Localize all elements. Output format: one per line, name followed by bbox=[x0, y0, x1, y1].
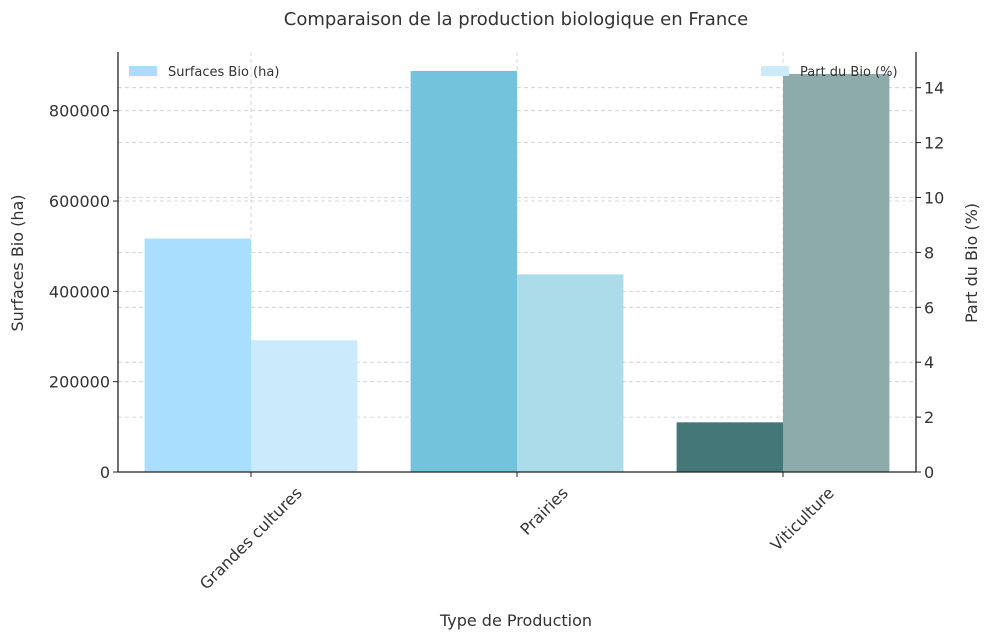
bars bbox=[144, 70, 890, 472]
legend-right: Part du Bio (%) bbox=[761, 65, 898, 80]
legend-swatch-surfaces bbox=[129, 66, 157, 76]
y-tick-label: 600000 bbox=[49, 192, 110, 211]
x-tick-label: Prairies bbox=[516, 483, 571, 538]
y-tick-label: 800000 bbox=[49, 102, 110, 121]
y2-tick-label: 8 bbox=[924, 243, 934, 262]
y2-tick-label: 4 bbox=[924, 353, 934, 372]
legend-swatch-part bbox=[761, 66, 789, 76]
y2-tick-label: 12 bbox=[924, 134, 944, 153]
y2-tick-label: 14 bbox=[924, 79, 944, 98]
x-axis-label: Type de Production bbox=[439, 611, 592, 630]
bar-part bbox=[251, 340, 358, 472]
bar-surfaces bbox=[676, 422, 783, 472]
x-tick-label: Grandes cultures bbox=[196, 483, 306, 593]
axes bbox=[113, 52, 921, 477]
bar-surfaces bbox=[144, 238, 251, 472]
y2-tick-label: 10 bbox=[924, 188, 944, 207]
y2-tick-label: 6 bbox=[924, 298, 934, 317]
y2-axis-label: Part du Bio (%) bbox=[962, 203, 981, 323]
y-tick-label: 200000 bbox=[49, 373, 110, 392]
x-tick-label: Viticulture bbox=[767, 483, 838, 554]
y2-tick-label: 2 bbox=[924, 408, 934, 427]
chart-title: Comparaison de la production biologique … bbox=[284, 9, 748, 30]
bar-part bbox=[783, 73, 890, 472]
legend-label-surfaces: Surfaces Bio (ha) bbox=[168, 65, 279, 80]
y-axis-label: Surfaces Bio (ha) bbox=[8, 194, 27, 331]
bar-surfaces bbox=[410, 70, 517, 472]
legend-left: Surfaces Bio (ha) bbox=[129, 65, 279, 80]
legend-label-part: Part du Bio (%) bbox=[800, 65, 898, 80]
y-tick-label: 0 bbox=[100, 463, 110, 482]
bar-part bbox=[517, 274, 624, 472]
y2-tick-label: 0 bbox=[924, 463, 934, 482]
y-tick-label: 400000 bbox=[49, 282, 110, 301]
